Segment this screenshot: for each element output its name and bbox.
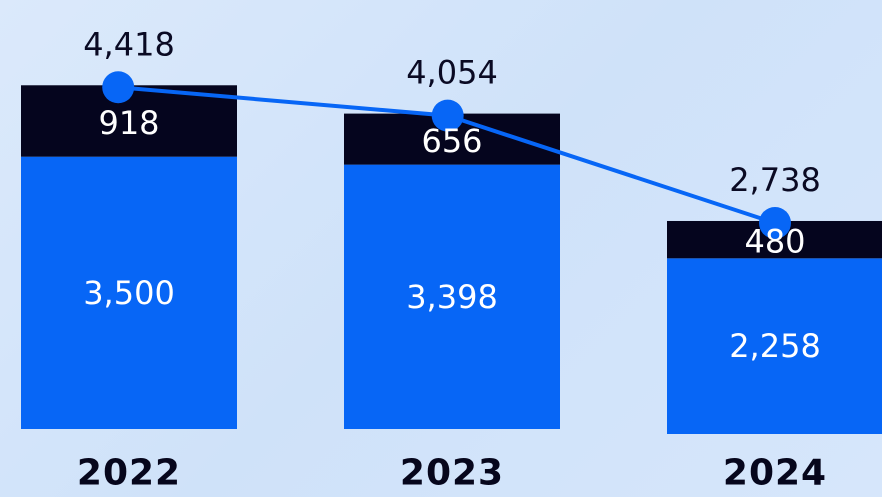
bar-bottom-segment-2022 xyxy=(21,156,237,429)
bar-bottom-value-label-2022: 3,500 xyxy=(83,274,175,312)
bar-top-value-label-2024: 480 xyxy=(744,223,805,261)
category-label-2024: 2024 xyxy=(723,453,827,494)
bar-bottom-value-label-2023: 3,398 xyxy=(406,278,498,316)
bar-bottom-segment-2024 xyxy=(667,258,882,434)
bars-layer xyxy=(21,85,882,434)
bar-top-value-label-2023: 656 xyxy=(421,122,482,160)
total-marker-2024 xyxy=(759,206,791,239)
category-label-2023: 2023 xyxy=(400,453,504,494)
category-label-2022: 2022 xyxy=(77,453,181,494)
line-layer xyxy=(102,71,791,239)
total-value-label-2024: 2,738 xyxy=(729,161,821,199)
total-value-label-2022: 4,418 xyxy=(83,25,175,63)
bar-bottom-segment-2023 xyxy=(344,164,560,429)
total-marker-2022 xyxy=(102,71,135,104)
labels-layer: 3,500 918 4,418 2022 3,398 656 4,054 2023 2,258 4… xyxy=(77,25,827,494)
total-marker-2023 xyxy=(431,99,464,132)
bar-top-value-label-2022: 918 xyxy=(98,104,159,142)
total-value-label-2023: 4,054 xyxy=(406,54,498,92)
bar-bottom-value-label-2024: 2,258 xyxy=(729,327,821,365)
